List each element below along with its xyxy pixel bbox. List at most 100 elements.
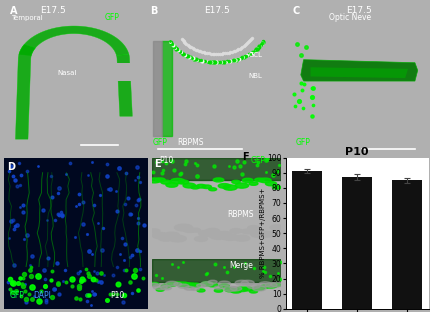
Polygon shape xyxy=(77,2,143,81)
Circle shape xyxy=(249,290,257,293)
Text: E17.5: E17.5 xyxy=(203,6,229,15)
Circle shape xyxy=(264,283,276,288)
Circle shape xyxy=(150,282,159,286)
Circle shape xyxy=(223,185,237,190)
Circle shape xyxy=(242,287,252,291)
Circle shape xyxy=(190,287,199,290)
Text: B: B xyxy=(149,6,157,16)
Text: GFP: GFP xyxy=(295,138,309,147)
Circle shape xyxy=(219,284,229,288)
Title: P10: P10 xyxy=(345,147,368,157)
Circle shape xyxy=(174,224,192,231)
Bar xyxy=(391,180,421,309)
Circle shape xyxy=(254,178,264,182)
Text: D: D xyxy=(7,162,15,172)
Circle shape xyxy=(231,180,240,183)
Text: C: C xyxy=(292,6,299,16)
Circle shape xyxy=(198,230,215,236)
Circle shape xyxy=(223,286,237,291)
Circle shape xyxy=(235,280,248,285)
Circle shape xyxy=(183,283,195,287)
Circle shape xyxy=(200,282,212,286)
Circle shape xyxy=(160,286,171,290)
Circle shape xyxy=(183,183,195,188)
Text: Merge: Merge xyxy=(229,261,253,270)
Circle shape xyxy=(254,286,264,290)
Circle shape xyxy=(264,232,276,237)
Circle shape xyxy=(173,283,181,285)
Circle shape xyxy=(202,185,211,188)
Circle shape xyxy=(258,282,271,287)
Polygon shape xyxy=(152,41,162,136)
Circle shape xyxy=(235,287,247,292)
Circle shape xyxy=(209,232,227,239)
Text: DAPI: DAPI xyxy=(33,291,51,300)
Circle shape xyxy=(164,232,179,238)
Circle shape xyxy=(218,183,230,188)
Circle shape xyxy=(258,178,270,183)
Polygon shape xyxy=(162,41,172,136)
Circle shape xyxy=(170,178,184,184)
Text: RBPMS: RBPMS xyxy=(177,138,204,147)
Circle shape xyxy=(201,282,212,286)
Circle shape xyxy=(194,236,207,241)
Circle shape xyxy=(208,188,216,191)
Circle shape xyxy=(270,225,283,230)
Circle shape xyxy=(173,282,181,285)
Circle shape xyxy=(183,228,195,232)
Circle shape xyxy=(241,229,253,234)
Y-axis label: % RBPMS+GFP+/RBPMS+: % RBPMS+GFP+/RBPMS+ xyxy=(259,188,265,278)
Text: GFP: GFP xyxy=(10,291,25,300)
Circle shape xyxy=(161,284,170,288)
Circle shape xyxy=(165,281,178,286)
Circle shape xyxy=(260,285,269,288)
Text: GFP: GFP xyxy=(104,13,119,22)
Circle shape xyxy=(178,180,188,184)
Circle shape xyxy=(153,284,167,290)
Text: GCL: GCL xyxy=(248,51,262,58)
Circle shape xyxy=(230,286,241,291)
Circle shape xyxy=(230,289,241,293)
Text: RBPMS: RBPMS xyxy=(227,210,253,219)
Circle shape xyxy=(235,183,248,188)
Circle shape xyxy=(214,289,222,292)
Circle shape xyxy=(177,282,189,286)
Polygon shape xyxy=(19,26,129,56)
Text: E17.5: E17.5 xyxy=(346,6,371,15)
Text: P10: P10 xyxy=(110,291,124,300)
Polygon shape xyxy=(151,260,281,282)
Bar xyxy=(341,177,372,309)
Circle shape xyxy=(196,184,206,188)
Polygon shape xyxy=(116,54,132,116)
Circle shape xyxy=(208,280,217,284)
Circle shape xyxy=(242,178,252,183)
Text: Temporal: Temporal xyxy=(11,15,43,21)
Circle shape xyxy=(158,236,173,241)
Circle shape xyxy=(218,281,230,286)
Polygon shape xyxy=(151,158,281,180)
Circle shape xyxy=(272,186,281,189)
Circle shape xyxy=(155,178,165,182)
Polygon shape xyxy=(4,158,147,309)
Circle shape xyxy=(156,288,164,291)
Text: GFP: GFP xyxy=(152,138,167,147)
Bar xyxy=(292,171,321,309)
Circle shape xyxy=(214,286,222,289)
Circle shape xyxy=(178,284,189,288)
Circle shape xyxy=(241,280,254,285)
Text: GFP: GFP xyxy=(250,157,264,165)
Circle shape xyxy=(148,229,160,233)
Text: Optic Neve: Optic Neve xyxy=(328,13,370,22)
Polygon shape xyxy=(300,60,417,81)
Circle shape xyxy=(270,282,283,287)
Circle shape xyxy=(247,226,259,230)
Circle shape xyxy=(224,288,235,292)
Circle shape xyxy=(264,283,276,287)
Circle shape xyxy=(152,232,168,239)
Circle shape xyxy=(169,235,186,242)
Circle shape xyxy=(150,283,158,286)
Circle shape xyxy=(196,284,205,287)
Circle shape xyxy=(246,284,259,289)
Circle shape xyxy=(233,235,249,241)
Circle shape xyxy=(230,229,242,233)
